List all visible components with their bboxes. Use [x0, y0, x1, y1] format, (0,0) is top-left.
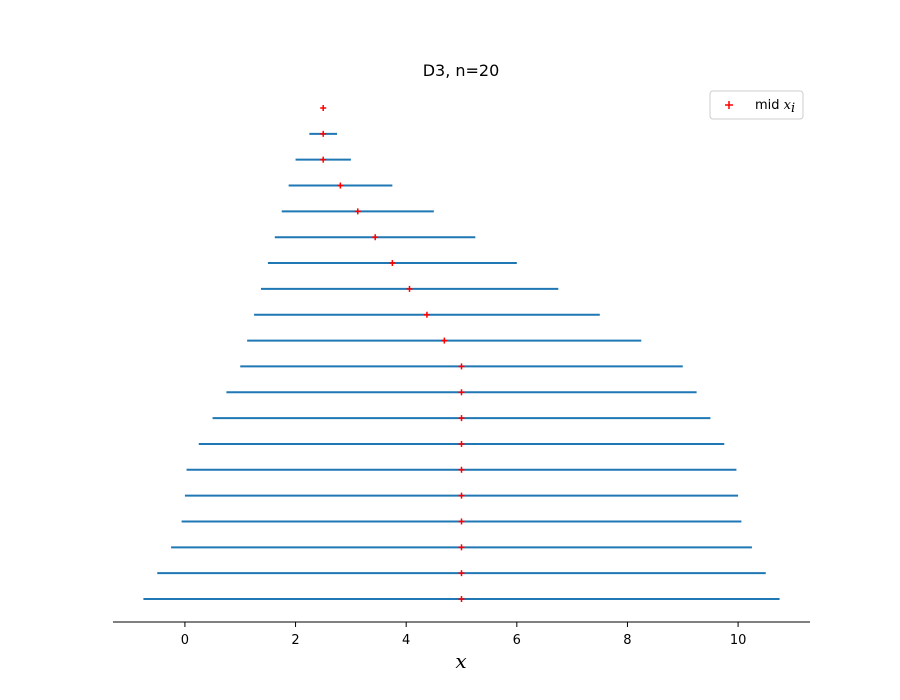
legend-label-var: x [784, 98, 792, 113]
legend-label-main: mid [755, 98, 784, 113]
midpoint-marker [458, 544, 465, 551]
midpoint-marker [372, 234, 379, 241]
x-tick-label: 0 [181, 633, 189, 648]
x-tick-label: 2 [291, 633, 299, 648]
midpoint-marker [458, 518, 465, 525]
x-tick-label: 10 [730, 633, 747, 648]
chart-title: D3, n=20 [423, 61, 500, 80]
midpoint-series [320, 105, 465, 602]
midpoint-marker [458, 440, 465, 447]
x-tick-label: 4 [402, 633, 410, 648]
midpoint-marker [406, 285, 413, 292]
x-axis-label: x [455, 649, 466, 673]
midpoint-marker [320, 130, 327, 137]
midpoint-marker [458, 596, 465, 602]
midpoint-marker [320, 156, 327, 163]
midpoint-marker [423, 311, 430, 318]
midpoint-marker [320, 105, 327, 111]
midpoint-marker [458, 363, 465, 370]
midpoint-marker [441, 337, 448, 344]
midpoint-marker [458, 389, 465, 396]
x-axis-ticks: 0 2 4 6 8 10 [181, 622, 747, 648]
legend-box [709, 90, 804, 120]
midpoint-marker [458, 466, 465, 473]
midpoint-marker [354, 208, 361, 215]
legend: mid xi [709, 90, 804, 120]
midpoint-marker [458, 570, 465, 577]
midpoint-marker [337, 182, 344, 189]
midpoint-marker [458, 415, 465, 422]
x-tick-label: 8 [623, 633, 631, 648]
legend-label-index: i [791, 101, 795, 116]
interval-series [143, 132, 780, 600]
midpoint-marker [458, 492, 465, 499]
legend-marker [725, 101, 733, 109]
x-tick-label: 6 [513, 633, 521, 648]
legend-label: mid xi [755, 98, 795, 116]
midpoint-marker [389, 260, 396, 267]
